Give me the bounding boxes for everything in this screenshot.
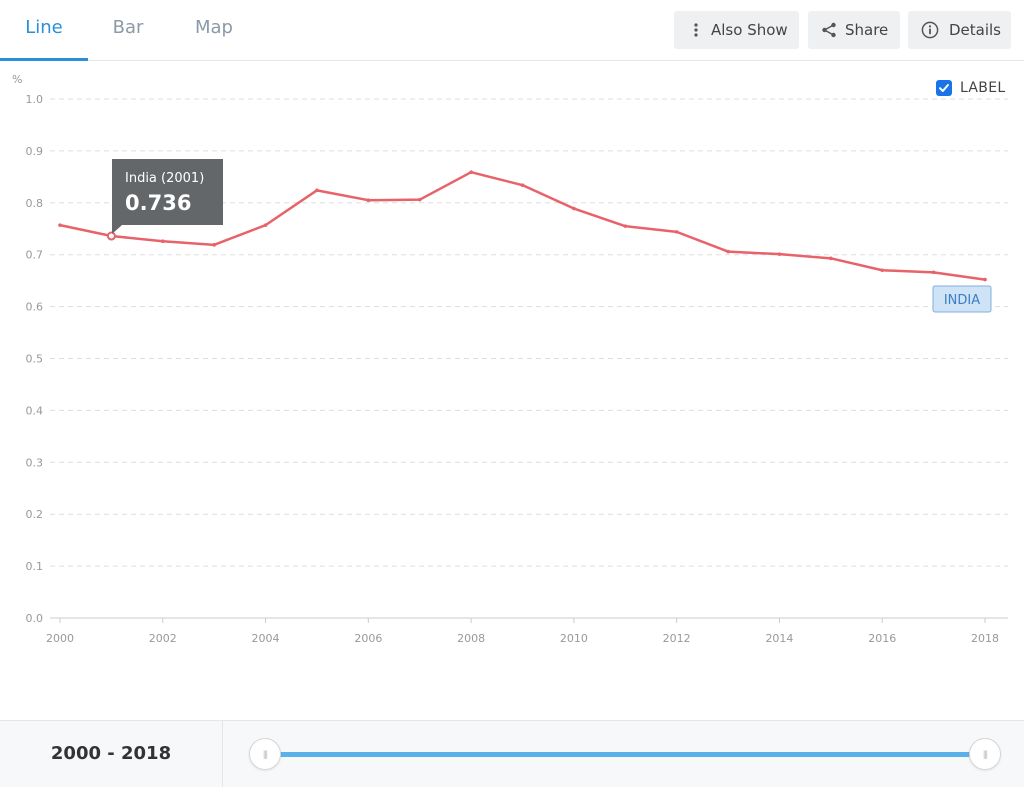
kebab-menu-icon bbox=[694, 23, 698, 37]
tab-line-label: Line bbox=[25, 17, 63, 38]
data-point[interactable] bbox=[469, 170, 473, 174]
year-range-slider[interactable] bbox=[265, 752, 985, 757]
x-tick-label: 2006 bbox=[354, 632, 382, 645]
checkmark-icon bbox=[939, 84, 949, 92]
y-tick-label: 0.3 bbox=[26, 456, 44, 469]
top-bar: Line Bar Map Also Show Share Details bbox=[0, 0, 1024, 61]
data-point[interactable] bbox=[315, 188, 319, 193]
y-tick-label: 0.7 bbox=[26, 249, 44, 262]
x-tick-label: 2002 bbox=[149, 632, 177, 645]
range-end-handle[interactable]: ||| bbox=[969, 738, 1001, 770]
x-tick-label: 2018 bbox=[971, 632, 999, 645]
data-point[interactable] bbox=[931, 270, 936, 275]
details-button[interactable]: Details bbox=[908, 11, 1011, 49]
series-india bbox=[58, 170, 987, 282]
y-tick-label: 0.9 bbox=[26, 145, 44, 158]
data-point[interactable] bbox=[777, 252, 782, 256]
data-point[interactable] bbox=[829, 256, 833, 261]
y-tick-label: 0.4 bbox=[26, 404, 44, 417]
data-point-hovered[interactable] bbox=[106, 231, 116, 241]
tab-bar[interactable]: Bar bbox=[88, 0, 168, 60]
tab-map[interactable]: Map bbox=[172, 0, 256, 60]
line-chart: % 0.0 0.1 0.2 0.3 0.4 0.5 0.6 0.7 0.8 0.9 1.0 2000… bbox=[12, 73, 1008, 645]
grip-icon: ||| bbox=[262, 749, 268, 759]
grip-icon: ||| bbox=[982, 749, 988, 759]
y-axis-ticks: 0.0 0.1 0.2 0.3 0.4 0.5 0.6 0.7 0.8 0.9 1.0 bbox=[26, 93, 44, 625]
data-point[interactable] bbox=[983, 277, 987, 282]
y-tick-label: 0.8 bbox=[26, 197, 44, 210]
x-tick-label: 2010 bbox=[560, 632, 588, 645]
end-label-text: INDIA bbox=[944, 293, 980, 308]
x-tick-label: 2004 bbox=[252, 632, 280, 645]
range-start-handle[interactable]: ||| bbox=[249, 738, 281, 770]
tooltip-title: India (2001) bbox=[125, 171, 204, 186]
x-axis-ticks: 2000 2002 2004 2006 2008 2010 2012 2014 2016 2018 bbox=[46, 618, 999, 645]
y-tick-label: 0.2 bbox=[26, 508, 44, 521]
grid-lines bbox=[50, 98, 1008, 619]
data-point[interactable] bbox=[417, 197, 422, 202]
label-toggle-text: LABEL bbox=[960, 80, 1006, 96]
tab-bar-label: Bar bbox=[112, 17, 144, 38]
data-point[interactable] bbox=[623, 224, 628, 228]
active-tab-indicator bbox=[0, 58, 88, 61]
data-point[interactable] bbox=[726, 249, 730, 254]
data-point[interactable] bbox=[366, 198, 371, 203]
also-show-button[interactable]: Also Show bbox=[674, 11, 799, 49]
details-label: Details bbox=[949, 21, 1002, 39]
share-icon bbox=[822, 22, 836, 38]
label-toggle[interactable]: LABEL bbox=[936, 79, 1005, 97]
year-range-label: 2000 - 2018 bbox=[0, 721, 223, 787]
y-tick-label: 1.0 bbox=[26, 93, 44, 106]
data-point[interactable] bbox=[212, 243, 216, 247]
data-point[interactable] bbox=[520, 183, 525, 187]
tooltip-value: 0.736 bbox=[125, 191, 191, 215]
data-point[interactable] bbox=[58, 223, 62, 227]
info-icon bbox=[921, 21, 939, 39]
data-point[interactable] bbox=[160, 239, 165, 244]
data-point[interactable] bbox=[572, 206, 576, 211]
data-point[interactable] bbox=[674, 230, 679, 234]
tooltip: India (2001) 0.736 bbox=[112, 159, 223, 234]
x-tick-label: 2008 bbox=[457, 632, 485, 645]
y-tick-label: 0.6 bbox=[26, 301, 44, 314]
tooltip-box bbox=[112, 159, 223, 234]
label-checkbox[interactable] bbox=[936, 80, 952, 96]
share-label: Share bbox=[845, 21, 889, 39]
x-tick-label: 2016 bbox=[868, 632, 896, 645]
series-end-label: INDIA bbox=[932, 285, 992, 313]
tab-line[interactable]: Line bbox=[0, 0, 88, 61]
x-tick-label: 2014 bbox=[765, 632, 793, 645]
tab-map-label: Map bbox=[195, 17, 233, 38]
x-tick-label: 2000 bbox=[46, 632, 74, 645]
x-tick-label: 2012 bbox=[663, 632, 691, 645]
y-axis-unit: % bbox=[12, 73, 22, 86]
y-tick-label: 0.0 bbox=[26, 612, 44, 625]
data-point[interactable] bbox=[880, 268, 885, 273]
data-point[interactable] bbox=[263, 223, 268, 227]
end-label-box bbox=[932, 285, 992, 313]
also-show-label: Also Show bbox=[711, 21, 788, 39]
y-tick-label: 0.5 bbox=[26, 353, 44, 366]
y-tick-label: 0.1 bbox=[26, 560, 44, 573]
share-button[interactable]: Share bbox=[808, 11, 900, 49]
year-range-footer: 2000 - 2018 ||| ||| bbox=[0, 720, 1024, 787]
